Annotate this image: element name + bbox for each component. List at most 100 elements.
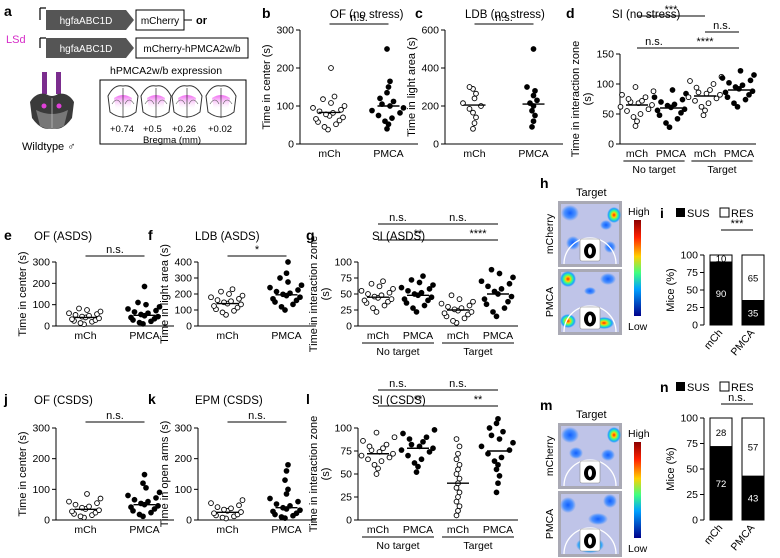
panel-n: n SUS RES 0 25 50 75 100 Mice (%) 72 28 mCh 43 57 PMCA… (660, 379, 765, 553)
y-tick-label: 100 (334, 423, 352, 435)
y-tick-label: 75 (686, 438, 698, 450)
series-mch-1 (208, 286, 246, 318)
interaction-zone-arc (563, 237, 617, 265)
bar-label-sus: 35 (748, 308, 759, 319)
x-tick-label: mCh (74, 524, 96, 536)
expression-title: hPMCA2w/b expression (110, 65, 222, 77)
data-point (478, 103, 484, 109)
data-point (722, 89, 729, 96)
legend-swatch-res (719, 207, 730, 218)
data-point (295, 498, 301, 505)
data-point (72, 501, 79, 508)
data-point (529, 107, 535, 114)
data-point (705, 100, 712, 107)
data-point (717, 91, 723, 98)
data-point (664, 102, 671, 109)
data-point (410, 305, 416, 311)
data-point (148, 509, 154, 516)
data-point (273, 501, 280, 507)
x-tick-label: mCh (447, 524, 469, 536)
data-point (639, 97, 645, 104)
data-point (460, 100, 466, 107)
heatmap-row-label-2: PMCA (544, 509, 556, 539)
data-point (408, 277, 415, 283)
data-point (77, 320, 84, 326)
colorbar (634, 442, 641, 538)
y-tick-label: 150 (596, 49, 614, 61)
data-point (384, 46, 390, 52)
promoter-label-2: hgfaABC1D (60, 44, 113, 55)
data-point (506, 447, 513, 453)
significance-label: *** (731, 218, 745, 230)
data-point (135, 299, 141, 306)
x-tick-label: PMCA (373, 148, 403, 160)
y-tick-label: 0 (608, 139, 614, 151)
data-point (428, 294, 435, 301)
data-point (131, 309, 138, 315)
data-point (340, 114, 346, 121)
y-tick-label: 200 (174, 453, 192, 465)
data-point (285, 486, 291, 493)
data-point (140, 480, 146, 487)
y-tick-label: 0 (346, 321, 352, 333)
data-point (642, 94, 649, 101)
data-point (478, 278, 485, 285)
data-point (298, 282, 305, 289)
y-tick-label: 100 (334, 257, 352, 269)
bar-pmca: 43 57 PMCA (729, 417, 765, 553)
data-point (453, 512, 460, 519)
data-point (415, 463, 421, 470)
data-point (508, 293, 515, 300)
data-point (418, 456, 425, 463)
data-point (420, 438, 426, 445)
data-point (375, 465, 381, 472)
data-point (466, 84, 473, 90)
bregma-value-1: +0.74 (110, 124, 134, 135)
data-point (710, 81, 717, 87)
colorbar-high-label: High (628, 206, 650, 218)
data-point (151, 506, 158, 512)
bar-segment-res (709, 254, 733, 263)
data-point (529, 124, 535, 130)
y-tick-label: 200 (174, 289, 192, 301)
data-point (421, 302, 428, 309)
data-point (153, 495, 159, 501)
x-tick-label: mCh (702, 327, 726, 352)
panel-letter-d: d (566, 5, 575, 21)
data-point (654, 107, 661, 114)
data-point (671, 101, 678, 108)
data-point (125, 306, 131, 312)
y-axis-label: Time in interaction zone (308, 236, 320, 352)
data-point (493, 489, 500, 496)
data-point (368, 280, 375, 287)
promoter-arrow-1 (46, 10, 134, 30)
data-point (238, 301, 244, 308)
data-point (360, 438, 366, 444)
data-point (456, 489, 463, 496)
x-tick-label: mCh (626, 148, 648, 160)
x-tick-label: PMCA (403, 524, 433, 536)
data-point (131, 496, 138, 503)
data-point (630, 114, 637, 120)
chart-title: OF (CSDS) (34, 395, 93, 407)
data-point (456, 475, 463, 482)
data-point (369, 107, 375, 114)
data-point (370, 305, 376, 311)
y-axis-label: Time in light area (s) (406, 37, 418, 137)
x-tick-label: mCh (463, 148, 485, 160)
data-point (297, 294, 303, 301)
data-point (418, 289, 425, 296)
colorbar-high-label: High (628, 428, 650, 440)
data-point (273, 288, 280, 295)
series-mch-1 (66, 491, 104, 521)
x-tick-label: mCh (694, 148, 716, 160)
significance-label: n.s. (449, 212, 467, 224)
data-point (685, 94, 692, 101)
data-point (481, 296, 488, 302)
data-point (724, 94, 731, 101)
x-tick-label: mCh (74, 330, 96, 342)
y-tick-label: 200 (32, 278, 50, 290)
data-point (632, 123, 639, 129)
data-point (138, 311, 144, 318)
series-pmca-2 (125, 283, 163, 327)
